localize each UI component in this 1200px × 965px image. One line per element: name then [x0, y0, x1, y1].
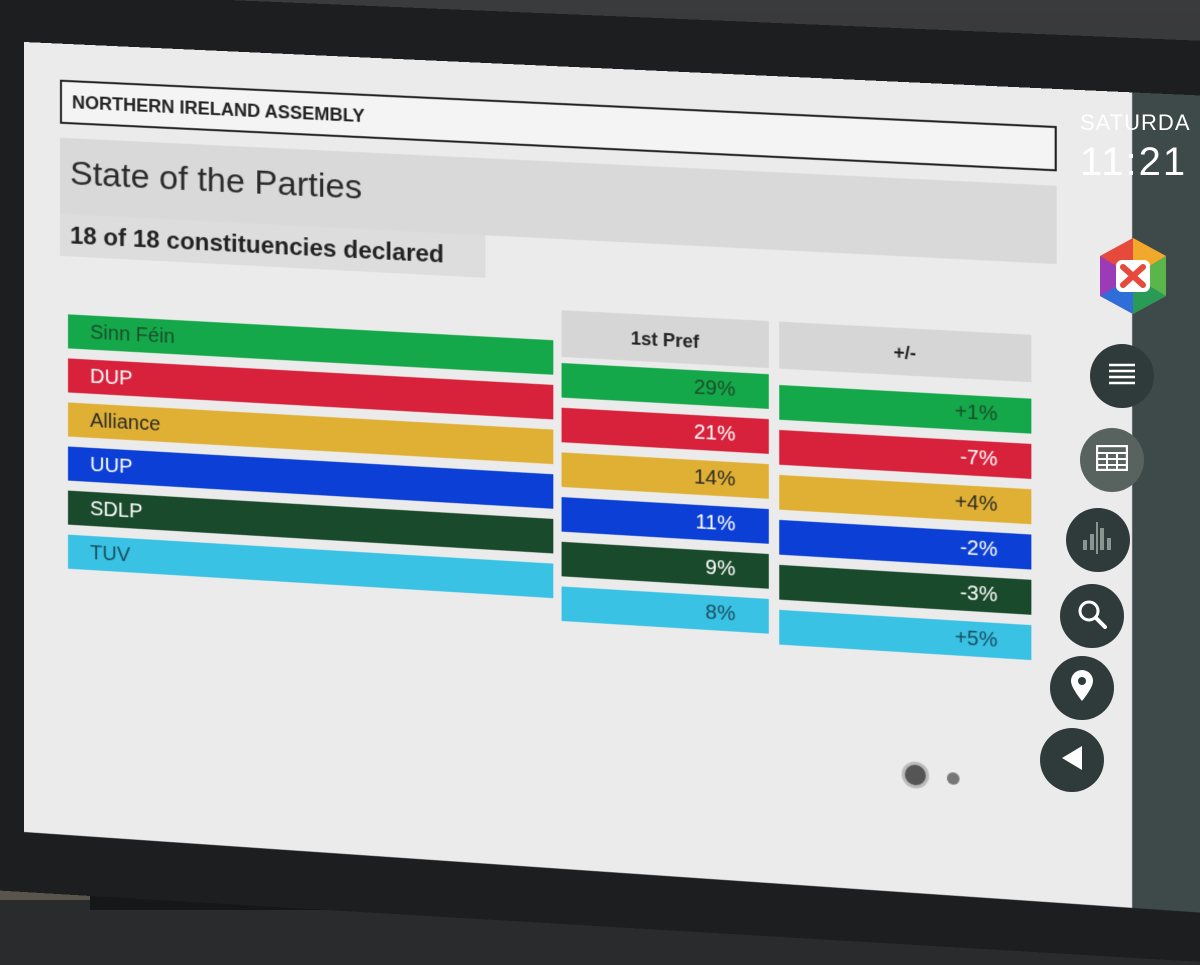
vote-x-logo-icon[interactable]	[1098, 236, 1168, 316]
change-cell: +1%	[779, 385, 1031, 434]
first-pref-header: 1st Pref	[562, 310, 769, 368]
list-icon	[1107, 362, 1137, 391]
map-pin-icon	[1069, 670, 1095, 707]
first-pref-cell: 21%	[562, 408, 769, 454]
clock: 11:21	[1080, 140, 1187, 185]
search-button[interactable]	[1060, 584, 1124, 648]
map-pin-button[interactable]	[1050, 656, 1114, 720]
search-icon	[1077, 599, 1107, 634]
back-arrow-icon	[1060, 744, 1084, 777]
bar-chart-icon	[1080, 522, 1116, 559]
table-button[interactable]	[1080, 428, 1144, 492]
back-arrow-button[interactable]	[1040, 728, 1104, 792]
display-screen: NORTHERN IRELAND ASSEMBLY State of the P…	[24, 42, 1200, 957]
sidebar	[1132, 92, 1200, 918]
table-icon	[1096, 445, 1128, 476]
change-cell: -3%	[779, 565, 1031, 615]
page-dot[interactable]	[947, 772, 960, 785]
change-header: +/-	[779, 322, 1031, 383]
first-pref-cell: 14%	[562, 452, 769, 498]
first-pref-cell: 8%	[562, 586, 769, 633]
list-button[interactable]	[1090, 344, 1154, 408]
bar-chart-button[interactable]	[1066, 508, 1130, 572]
results-panel: NORTHERN IRELAND ASSEMBLY State of the P…	[24, 42, 1132, 908]
change-cell: -2%	[779, 520, 1031, 570]
day-label: SATURDA	[1080, 110, 1191, 136]
first-pref-cell: 29%	[562, 363, 769, 409]
change-cell: -7%	[779, 430, 1031, 479]
first-pref-cell: 9%	[562, 542, 769, 589]
change-cell: +5%	[779, 610, 1031, 660]
first-pref-cell: 11%	[562, 497, 769, 544]
change-cell: +4%	[779, 475, 1031, 524]
page-dot-active[interactable]	[905, 764, 926, 786]
